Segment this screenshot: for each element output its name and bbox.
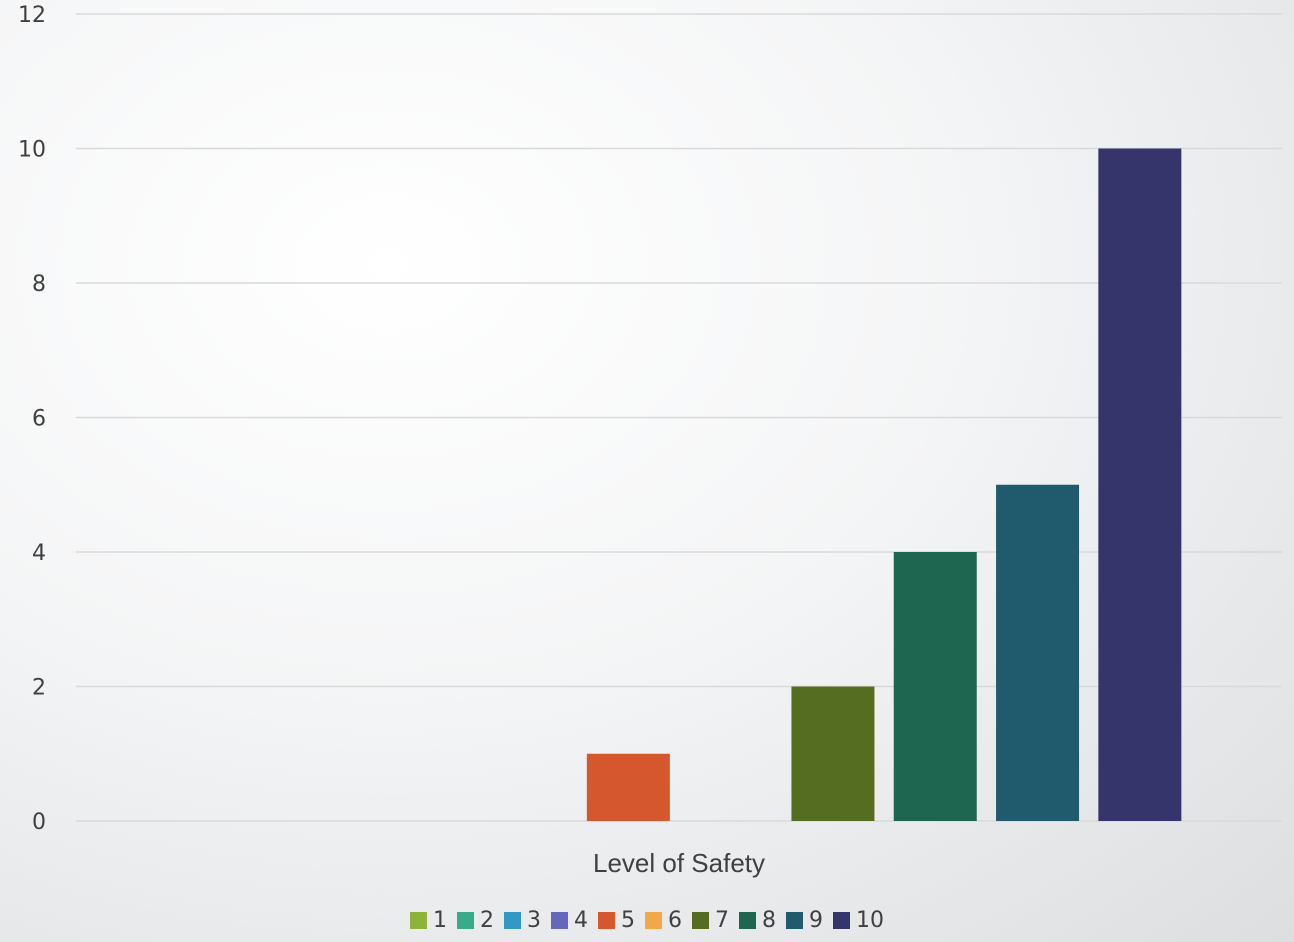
y-tick-label: 10 — [18, 138, 46, 163]
bars — [586, 148, 1182, 821]
bar-series-9 — [996, 484, 1080, 821]
y-tick-label: 4 — [32, 541, 46, 566]
bar-series-5 — [586, 753, 670, 821]
y-tick-label: 6 — [32, 407, 46, 432]
legend-label: 8 — [762, 908, 776, 933]
y-axis-ticks: 0 2 4 6 8 10 12 — [18, 3, 46, 835]
legend-label: 5 — [621, 908, 635, 933]
legend-swatch — [457, 912, 474, 929]
legend-item: 3 — [504, 908, 541, 933]
legend-item: 1 — [410, 908, 447, 933]
legend-label: 3 — [527, 908, 541, 933]
legend-label: 10 — [856, 908, 884, 933]
bar-series-10 — [1098, 148, 1182, 821]
legend-swatch — [504, 912, 521, 929]
legend-label: 6 — [668, 908, 682, 933]
legend-swatch — [410, 912, 427, 929]
legend-item: 7 — [692, 908, 729, 933]
legend-item: 4 — [551, 908, 588, 933]
y-tick-label: 8 — [32, 272, 46, 297]
legend-swatch — [786, 912, 803, 929]
legend-label: 9 — [809, 908, 823, 933]
legend-item: 8 — [739, 908, 776, 933]
legend-label: 2 — [480, 908, 494, 933]
legend-label: 7 — [715, 908, 729, 933]
legend-item: 5 — [598, 908, 635, 933]
legend-swatch — [551, 912, 568, 929]
bar-series-7 — [791, 686, 875, 821]
gridlines — [76, 13, 1282, 822]
x-category-label: Level of Safety — [593, 848, 765, 878]
legend-swatch — [739, 912, 756, 929]
legend-swatch — [645, 912, 662, 929]
legend-item: 10 — [833, 908, 884, 933]
legend: 1 2 3 4 5 6 7 8 9 10 — [0, 908, 1294, 933]
legend-swatch — [598, 912, 615, 929]
y-tick-label: 0 — [32, 810, 46, 835]
bar-series-8 — [893, 552, 977, 821]
legend-label: 4 — [574, 908, 588, 933]
legend-label: 1 — [433, 908, 447, 933]
legend-item: 2 — [457, 908, 494, 933]
y-tick-label: 12 — [18, 3, 46, 28]
legend-item: 9 — [786, 908, 823, 933]
legend-swatch — [692, 912, 709, 929]
legend-item: 6 — [645, 908, 682, 933]
y-tick-label: 2 — [32, 676, 46, 701]
legend-swatch — [833, 912, 850, 929]
